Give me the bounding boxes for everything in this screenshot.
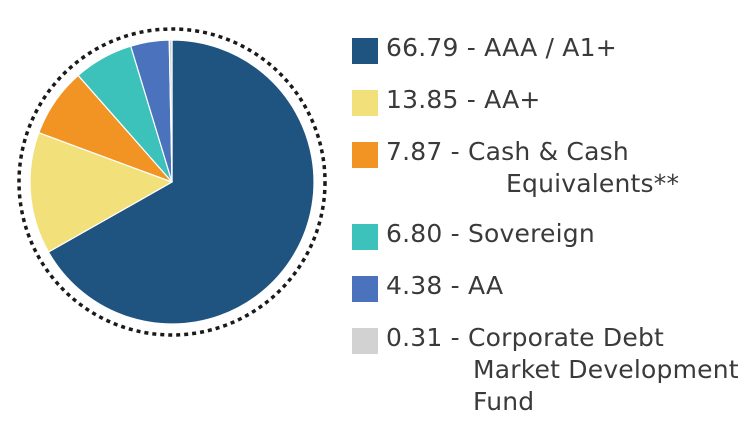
legend-label-text: AAA / A1+ <box>484 33 617 62</box>
legend-separator: - <box>442 271 468 300</box>
legend-label: 4.38 - AA <box>386 271 503 301</box>
legend-swatch <box>352 38 378 64</box>
legend-label-text: AA+ <box>484 85 541 114</box>
legend-separator: - <box>458 85 485 114</box>
legend-label-text: Cash & Cash <box>467 137 629 166</box>
legend-label: 7.87 - Cash & Cash <box>386 137 629 167</box>
legend-swatch <box>352 224 378 250</box>
pie-chart <box>17 27 327 337</box>
legend-label-continuation: Equivalents** <box>506 169 680 198</box>
pie-slice-1 <box>47 39 315 325</box>
legend-label: 66.79 - AAA / A1+ <box>386 33 617 63</box>
legend-label-text: Corporate Debt <box>467 323 665 352</box>
legend-label: 6.80 - Sovereign <box>386 219 595 249</box>
legend-value: 6.80 <box>386 219 443 248</box>
pie-slice-2 <box>29 132 173 253</box>
legend-label-continuation: Market Development <box>473 355 739 384</box>
pie-slices <box>29 39 315 325</box>
legend-value: 0.31 <box>386 323 443 352</box>
legend-label-text: AA <box>467 271 504 300</box>
legend-value: 4.38 <box>386 271 443 300</box>
legend-label: 13.85 - AA+ <box>386 85 541 115</box>
legend-label: 0.31 - Corporate Debt <box>386 323 664 353</box>
pie-slice-6 <box>168 39 173 183</box>
legend-value: 7.87 <box>386 137 443 166</box>
legend-separator: - <box>442 219 468 248</box>
pie-dotted-border <box>17 27 327 337</box>
legend-value: 66.79 <box>386 33 459 62</box>
legend-separator: - <box>442 323 468 352</box>
legend-label-continuation: Fund <box>473 387 535 416</box>
legend-value: 13.85 <box>386 85 459 114</box>
legend-separator: - <box>442 137 468 166</box>
legend-swatch <box>352 276 378 302</box>
legend-separator: - <box>458 33 485 62</box>
legend-label-text: Sovereign <box>467 219 595 248</box>
legend-swatch <box>352 142 378 168</box>
legend-swatch <box>352 90 378 116</box>
legend-swatch <box>352 328 378 354</box>
